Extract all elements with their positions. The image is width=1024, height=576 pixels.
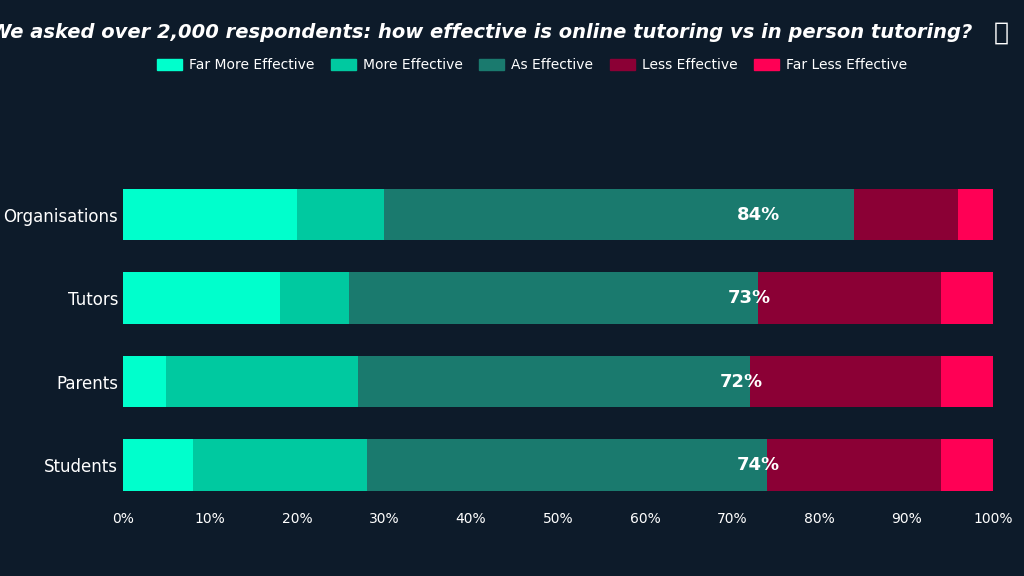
Bar	[854, 189, 958, 240]
Bar	[193, 439, 367, 491]
Legend: Far More Effective, More Effective, As Effective, Less Effective, Far Less Effec: Far More Effective, More Effective, As E…	[152, 53, 912, 78]
Bar	[941, 356, 993, 407]
Bar	[941, 439, 993, 491]
Bar	[297, 189, 384, 240]
Bar	[123, 189, 297, 240]
Bar	[358, 356, 750, 407]
Bar	[123, 356, 166, 407]
Bar	[166, 356, 358, 407]
Text: We asked over 2,000 respondents: how effective is online tutoring vs in person t: We asked over 2,000 respondents: how eff…	[0, 23, 973, 42]
Text: 73%: 73%	[728, 289, 771, 307]
Bar	[367, 439, 767, 491]
Bar	[941, 272, 993, 324]
Text: ⛨: ⛨	[993, 20, 1009, 44]
Bar	[384, 189, 854, 240]
Bar	[123, 439, 193, 491]
Text: 72%: 72%	[719, 373, 763, 391]
Bar	[123, 272, 280, 324]
Bar	[767, 439, 941, 491]
Bar	[349, 272, 758, 324]
Bar	[758, 272, 941, 324]
Bar	[958, 189, 993, 240]
Bar	[750, 356, 941, 407]
Text: 84%: 84%	[736, 206, 780, 223]
Text: 74%: 74%	[736, 456, 780, 474]
Bar	[280, 272, 349, 324]
